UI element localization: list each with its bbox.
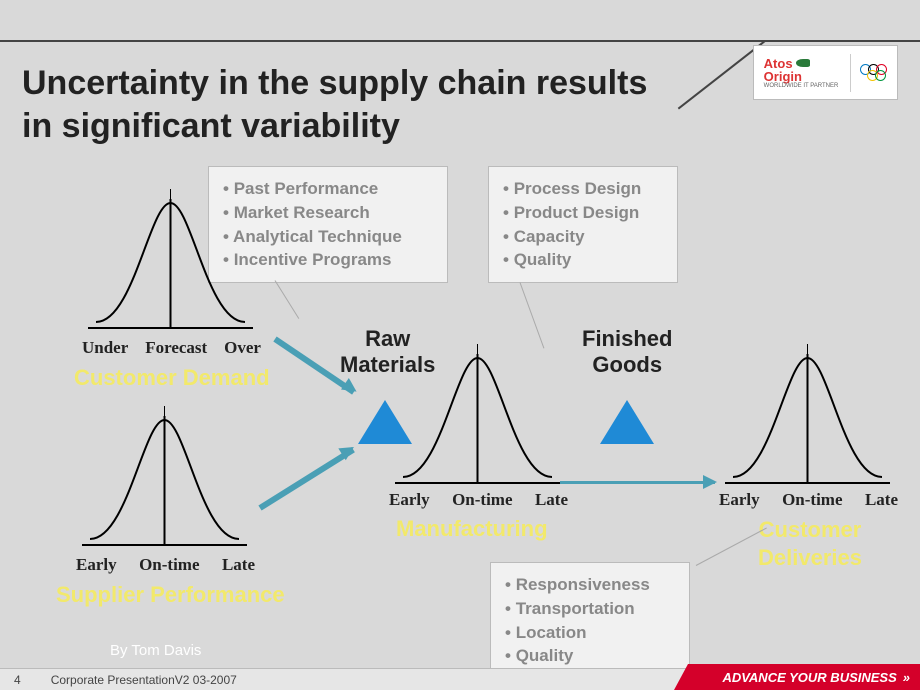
factor-item: Location	[505, 621, 675, 645]
factors-box-manufacturing: Process DesignProduct DesignCapacityQual…	[488, 166, 678, 283]
doc-name: Corporate PresentationV2 03-2007	[51, 673, 237, 687]
header-rule	[0, 40, 920, 42]
factor-item: Process Design	[503, 177, 663, 201]
flow-arrow-icon	[560, 481, 715, 484]
label-customer-deliveries: CustomerDeliveries	[758, 516, 862, 571]
flow-arrow-icon	[258, 447, 354, 510]
inventory-triangle-icon	[358, 400, 412, 444]
inventory-triangle-icon	[600, 400, 654, 444]
logo-brand2: Origin	[764, 70, 802, 83]
factor-item: Quality	[503, 248, 663, 272]
factor-item: Transportation	[505, 597, 675, 621]
connector-line	[520, 282, 545, 348]
factor-item: Market Research	[223, 201, 433, 225]
label-raw-materials: RawMaterials	[340, 326, 435, 379]
bell-curve-supplier-performance	[82, 412, 247, 564]
bell-axis-labels: EarlyOn-timeLate	[389, 490, 568, 510]
bell-curve-customer-demand	[88, 195, 253, 347]
logo-divider	[850, 54, 851, 92]
factor-item: Analytical Technique	[223, 225, 433, 249]
label-supplier-performance: Supplier Performance	[56, 582, 285, 608]
bell-axis-labels: UnderForecastOver	[82, 338, 261, 358]
bell-curve-customer-deliveries	[725, 350, 890, 502]
bell-axis-labels: EarlyOn-timeLate	[76, 555, 255, 575]
connector-line	[696, 528, 767, 566]
factor-item: Quality	[505, 644, 675, 668]
chevron-right-icon: »	[903, 670, 906, 685]
factor-item: Responsiveness	[505, 573, 675, 597]
factor-item: Capacity	[503, 225, 663, 249]
page-number: 4	[14, 673, 21, 687]
logo-sub: WORLDWIDE IT PARTNER	[764, 83, 839, 89]
bell-axis-labels: EarlyOn-timeLate	[719, 490, 898, 510]
logo-atos-origin: Atos Origin WORLDWIDE IT PARTNER	[753, 45, 898, 100]
factors-box-delivery: ResponsivenessTransportationLocationQual…	[490, 562, 690, 679]
label-finished-goods: FinishedGoods	[582, 326, 672, 379]
factor-item: Past Performance	[223, 177, 433, 201]
olympic-rings-icon	[863, 64, 887, 81]
tagline-text: ADVANCE YOUR BUSINESS	[722, 670, 896, 685]
tagline-banner: ADVANCE YOUR BUSINESS »	[688, 664, 920, 690]
factor-item: Incentive Programs	[223, 248, 433, 272]
connector-line	[275, 280, 300, 319]
slide-title: Uncertainty in the supply chain results …	[22, 62, 662, 147]
logo-brand: Atos	[764, 57, 793, 70]
label-manufacturing: Manufacturing	[396, 516, 548, 542]
label-customer-demand: Customer Demand	[74, 365, 270, 391]
byline: By Tom Davis	[110, 642, 201, 659]
factor-item: Product Design	[503, 201, 663, 225]
fish-icon	[796, 59, 810, 67]
